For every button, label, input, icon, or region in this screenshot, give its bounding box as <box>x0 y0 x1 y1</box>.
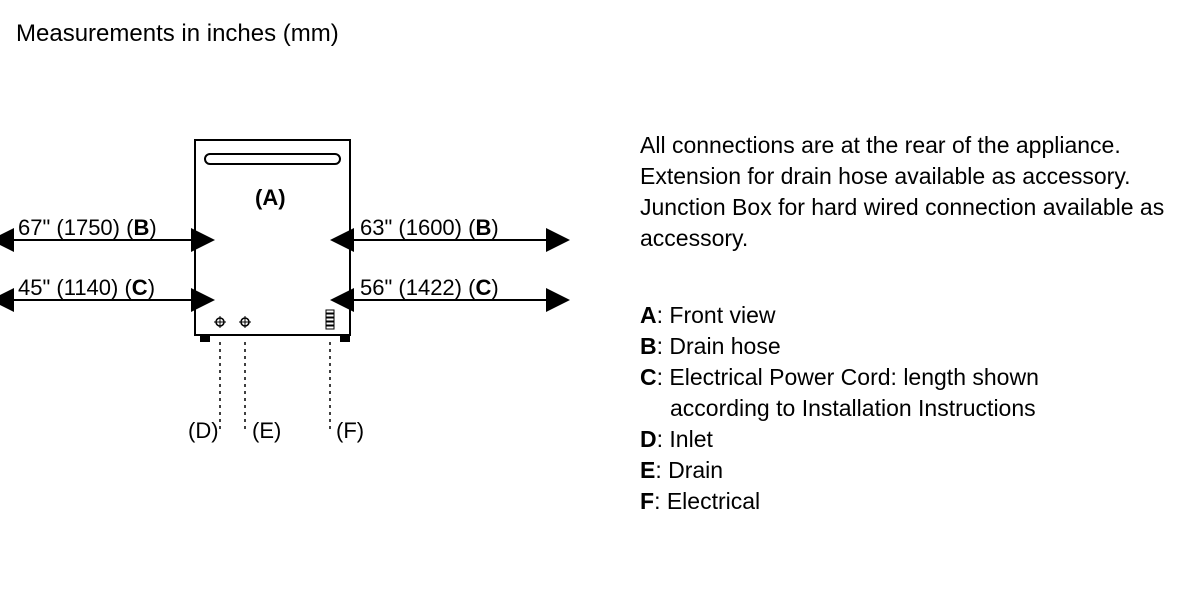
appliance-diagram: (A) 67" (1750) (B) 45" (1140) (C) 63" (1… <box>0 120 600 520</box>
dimension-right-C: 56" (1422) (C) <box>360 275 499 301</box>
connector-label-D: (D) <box>188 418 219 444</box>
legend-row: C: Electrical Power Cord: length shownac… <box>640 362 1180 424</box>
legend-text: Electrical <box>667 488 760 514</box>
legend-row: B: Drain hose <box>640 331 1180 362</box>
connector-label-F: (F) <box>336 418 364 444</box>
dim-tail: ) <box>491 275 498 300</box>
legend-key: C <box>640 364 657 390</box>
connector-label-E: (E) <box>252 418 281 444</box>
legend-text-cont: according to Installation Instructions <box>640 393 1180 424</box>
appliance-label-A: (A) <box>255 185 286 211</box>
legend-text: Inlet <box>669 426 712 452</box>
dim-key: C <box>475 275 491 300</box>
legend-text: Electrical Power Cord: length shown <box>669 364 1038 390</box>
legend-key: B <box>640 333 657 359</box>
dim-text: 56" (1422) ( <box>360 275 475 300</box>
dim-tail: ) <box>149 215 156 240</box>
dim-key: B <box>475 215 491 240</box>
dim-tail: ) <box>491 215 498 240</box>
legend-row: D: Inlet <box>640 424 1180 455</box>
dim-tail: ) <box>148 275 155 300</box>
page-title: Measurements in inches (mm) <box>16 20 339 48</box>
dim-text: 63" (1600) ( <box>360 215 475 240</box>
dim-text: 45" (1140) ( <box>18 275 132 300</box>
legend-row: F: Electrical <box>640 486 1180 517</box>
legend-key: F <box>640 488 654 514</box>
dim-key: B <box>133 215 149 240</box>
legend-key: A <box>640 302 657 328</box>
legend-text: Drain <box>668 457 723 483</box>
diagram-svg <box>0 120 600 520</box>
legend-text: Front view <box>669 302 775 328</box>
legend-key: D <box>640 426 657 452</box>
legend-list: A: Front viewB: Drain hoseC: Electrical … <box>640 300 1180 517</box>
dimension-right-B: 63" (1600) (B) <box>360 215 499 241</box>
dimension-left-B: 67" (1750) (B) <box>18 215 157 241</box>
intro-text: All connections are at the rear of the a… <box>640 130 1180 254</box>
dimension-left-C: 45" (1140) (C) <box>18 275 155 301</box>
legend-key: E <box>640 457 655 483</box>
legend-text: Drain hose <box>669 333 780 359</box>
dim-text: 67" (1750) ( <box>18 215 133 240</box>
legend-row: E: Drain <box>640 455 1180 486</box>
dim-key: C <box>132 275 148 300</box>
legend-row: A: Front view <box>640 300 1180 331</box>
